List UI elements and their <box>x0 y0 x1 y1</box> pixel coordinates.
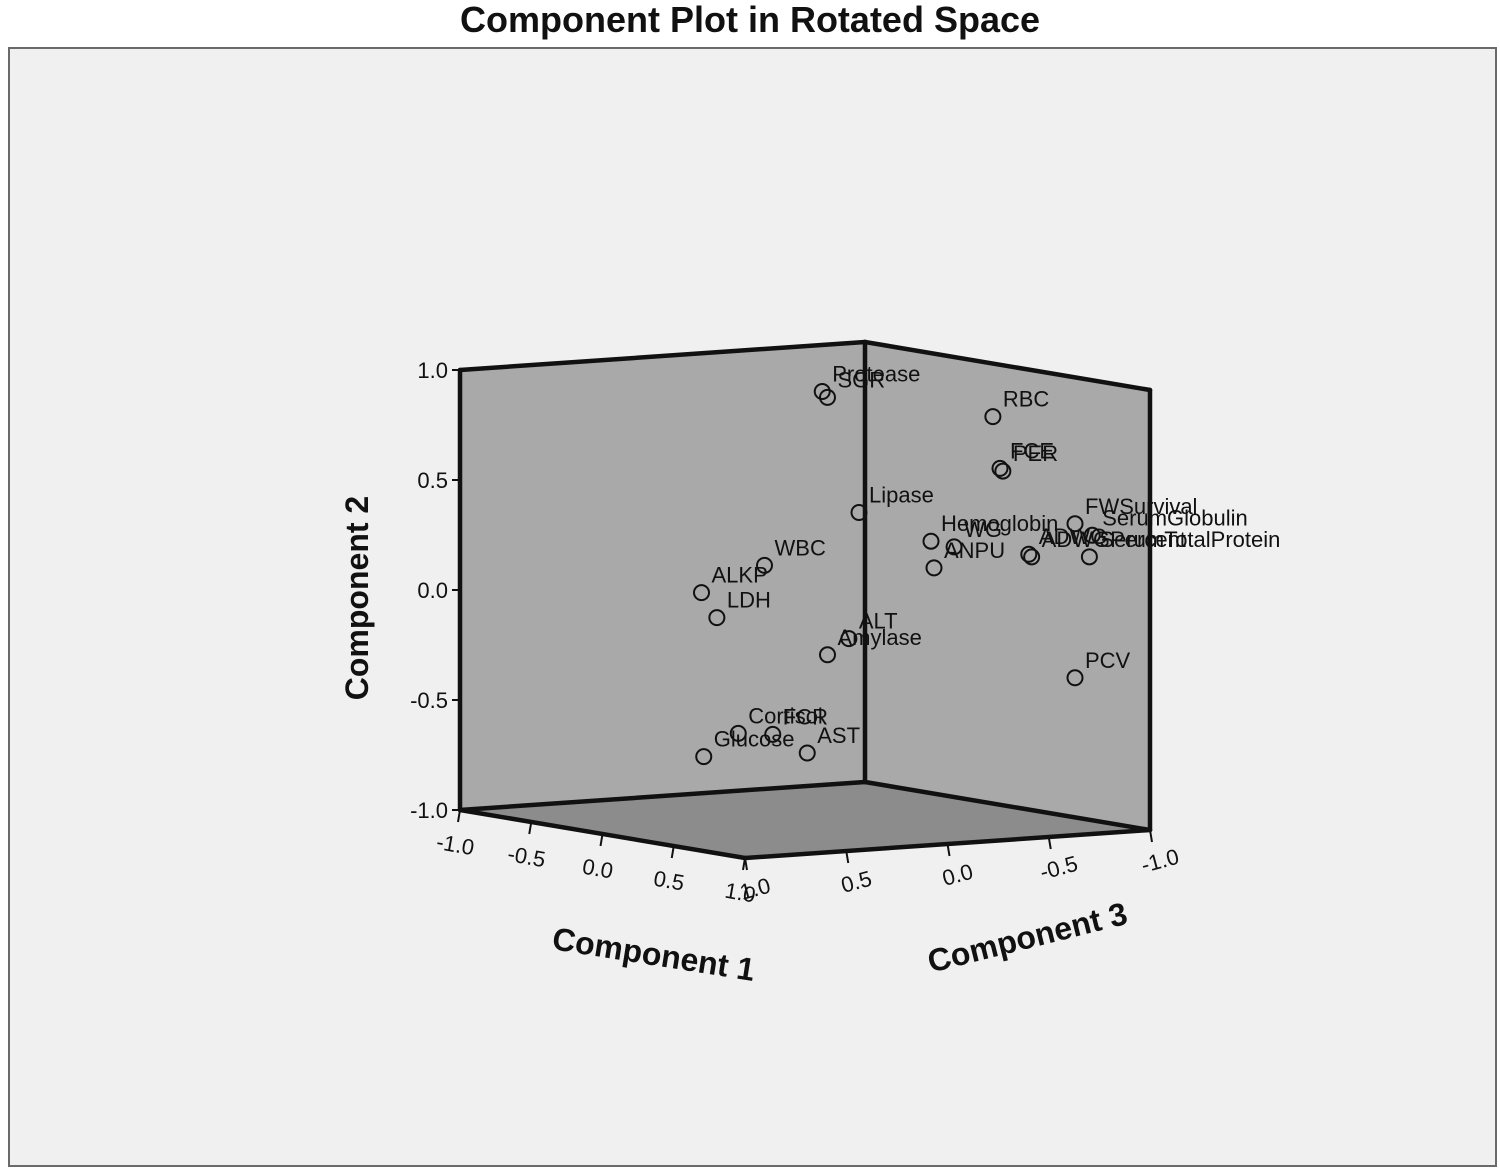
data-point <box>729 724 747 742</box>
z-tick <box>1047 836 1052 850</box>
point-label: SerumTotalProtein <box>1099 527 1280 552</box>
point-label: AST <box>817 723 860 748</box>
point-label: LDH <box>727 588 771 613</box>
data-point <box>945 538 963 556</box>
data-point <box>1066 669 1084 687</box>
box-edge <box>457 779 868 813</box>
data-point <box>1020 545 1038 563</box>
data-point <box>756 556 773 574</box>
point-label: FCR <box>783 704 828 729</box>
data-point <box>994 462 1012 480</box>
x-tick <box>599 833 604 847</box>
data-point <box>850 504 868 521</box>
z-tick-label: -0.5 <box>1037 851 1080 885</box>
z-tick-label: 1.0 <box>737 873 773 905</box>
y-tick-label: 0.0 <box>417 578 448 603</box>
data-point <box>1066 515 1084 533</box>
point-label: ALT <box>859 609 898 634</box>
data-point <box>925 559 943 577</box>
box-edge <box>862 779 1153 833</box>
x-tick-label: 0.5 <box>652 866 686 896</box>
left-wall <box>460 342 865 810</box>
back-wall <box>865 342 1150 830</box>
z-axis-title: Component 3 <box>924 895 1131 979</box>
data-point <box>1083 526 1101 544</box>
data-point <box>798 744 816 762</box>
y-axis-title: Component 2 <box>339 496 375 700</box>
x-tick-label: 0.0 <box>581 854 615 884</box>
point-label: Lipase <box>869 483 934 508</box>
y-tick-label: 1.0 <box>417 358 448 383</box>
point-label: Hemoglobin <box>941 511 1058 536</box>
chart-title: Component Plot in Rotated Space <box>459 0 1041 40</box>
data-point <box>1023 548 1041 566</box>
y-tick-label: -0.5 <box>410 688 448 713</box>
data-point <box>984 408 1002 426</box>
point-label: FWSurvival <box>1085 494 1197 519</box>
x-tick-label: -0.5 <box>506 841 548 872</box>
x-tick-label: 1.0 <box>723 878 757 908</box>
point-label: RBC <box>1003 387 1050 412</box>
data-point <box>991 459 1009 477</box>
x-tick <box>528 821 533 835</box>
z-tick <box>744 857 748 871</box>
point-label: WBC <box>775 535 826 560</box>
x-tick-label: -1.0 <box>434 829 476 860</box>
z-tick <box>845 850 850 864</box>
point-label: SerumGlobulin <box>1102 505 1248 530</box>
point-label: ADWG <box>1039 524 1107 549</box>
data-point <box>695 748 713 766</box>
point-label: PER <box>1013 441 1058 466</box>
data-point <box>840 630 858 648</box>
point-label: ADWGPercent <box>1042 527 1186 552</box>
data-point <box>1080 548 1098 566</box>
z-tick <box>946 843 951 857</box>
data-point <box>922 532 940 550</box>
x-tick <box>670 845 675 859</box>
point-label: ANPU <box>944 538 1005 563</box>
z-tick-label: 0.5 <box>838 866 874 898</box>
point-label: Glucose <box>714 727 795 752</box>
data-point <box>813 383 831 400</box>
x-axis-title: Component 1 <box>550 920 758 988</box>
y-tick-label: -1.0 <box>410 798 448 823</box>
z-tick-label: 0.0 <box>940 859 976 891</box>
point-label: WG <box>964 517 1002 542</box>
z-tick-label: -1.0 <box>1139 844 1182 878</box>
data-point <box>693 584 710 602</box>
y-tick-label: 0.5 <box>417 468 448 493</box>
data-point <box>764 725 782 743</box>
box-edge <box>457 339 868 373</box>
point-label: FCE <box>1010 438 1054 463</box>
data-point <box>819 388 836 406</box>
box-layer <box>457 339 1153 861</box>
data-point <box>819 646 836 664</box>
x-tick <box>457 809 461 823</box>
box-edge <box>862 339 1153 393</box>
data-point <box>708 609 726 627</box>
point-label: PCV <box>1085 648 1131 673</box>
point-label: SGR <box>838 367 886 392</box>
z-tick <box>1149 829 1153 843</box>
point-label: Protease <box>832 362 920 387</box>
point-label: ALKP <box>712 563 768 588</box>
point-label: Cortisol <box>748 703 823 728</box>
